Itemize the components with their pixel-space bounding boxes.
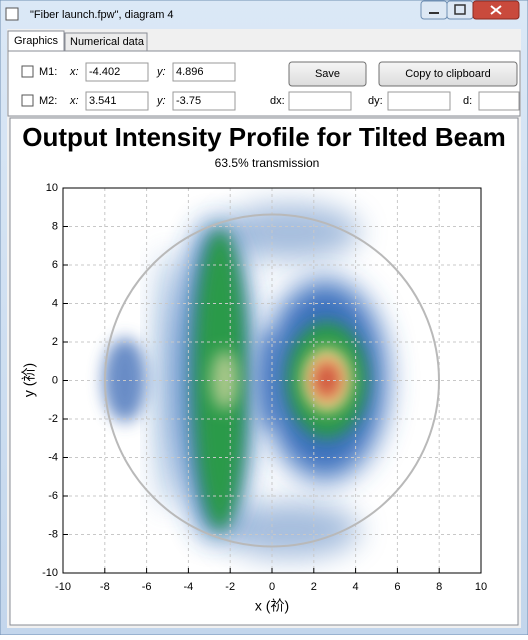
x-tick-label: 0 xyxy=(269,581,275,593)
y-tick-label: -10 xyxy=(42,567,58,579)
text-field[interactable] xyxy=(288,91,352,111)
x-tick-label: 8 xyxy=(436,581,442,593)
field-label: dy: xyxy=(368,95,383,107)
text-field[interactable] xyxy=(85,62,149,82)
checkbox[interactable] xyxy=(21,94,34,107)
field-label: y: xyxy=(156,66,166,78)
checkbox[interactable] xyxy=(21,65,34,78)
x-tick-label: -2 xyxy=(225,581,235,593)
y-tick-label: -8 xyxy=(48,528,58,540)
x-tick-label: 2 xyxy=(311,581,317,593)
x-tick-label: 10 xyxy=(475,581,487,593)
text-field[interactable] xyxy=(478,91,520,111)
field-label: x: xyxy=(69,95,79,107)
x-tick-label: -10 xyxy=(55,581,71,593)
y-tick-label: 4 xyxy=(52,297,58,309)
x-tick-label: -6 xyxy=(142,581,152,593)
text-field[interactable] xyxy=(172,62,236,82)
tab-label: Numerical data xyxy=(70,36,145,48)
window-title: "Fiber launch.fpw", diagram 4 xyxy=(30,9,174,21)
field-label: y: xyxy=(156,95,166,107)
y-axis-label: y (祄) xyxy=(21,363,37,397)
field-value: -4.402 xyxy=(89,66,120,78)
y-tick-label: -6 xyxy=(48,490,58,502)
copy-button[interactable] xyxy=(378,61,518,87)
button-label: Copy to clipboard xyxy=(405,68,491,80)
tab-label: Graphics xyxy=(14,35,59,47)
marker-label: M1: xyxy=(39,66,57,78)
x-tick-label: -8 xyxy=(100,581,110,593)
minimize-button[interactable] xyxy=(420,0,448,20)
maximize-button[interactable] xyxy=(446,0,474,20)
chart-title: Output Intensity Profile for Tilted Beam xyxy=(22,122,505,152)
field-label: dx: xyxy=(270,95,285,107)
y-tick-label: 8 xyxy=(52,220,58,232)
field-value: 3.541 xyxy=(89,95,117,107)
y-tick-label: -4 xyxy=(48,451,58,463)
chart-subtitle: 63.5% transmission xyxy=(215,156,320,170)
y-tick-label: 6 xyxy=(52,259,58,271)
field-label: x: xyxy=(69,66,79,78)
field-label: d: xyxy=(463,95,472,107)
text-field[interactable] xyxy=(387,91,451,111)
x-tick-label: 6 xyxy=(394,581,400,593)
x-axis-label: x (祄) xyxy=(255,598,289,614)
y-tick-label: -2 xyxy=(48,413,58,425)
app-icon xyxy=(5,7,19,21)
plot-frame xyxy=(62,187,482,574)
x-tick-label: -4 xyxy=(184,581,194,593)
button-label: Save xyxy=(315,68,340,80)
text-field[interactable] xyxy=(85,91,149,111)
text-field[interactable] xyxy=(172,91,236,111)
y-tick-label: 10 xyxy=(46,182,58,194)
marker-label: M2: xyxy=(39,95,57,107)
field-value: 4.896 xyxy=(176,66,204,78)
fiber-outline xyxy=(104,213,440,548)
y-tick-label: 2 xyxy=(52,336,58,348)
y-tick-label: 0 xyxy=(52,374,58,386)
x-tick-label: 4 xyxy=(353,581,359,593)
save-button[interactable] xyxy=(288,61,367,87)
field-value: -3.75 xyxy=(176,95,201,107)
